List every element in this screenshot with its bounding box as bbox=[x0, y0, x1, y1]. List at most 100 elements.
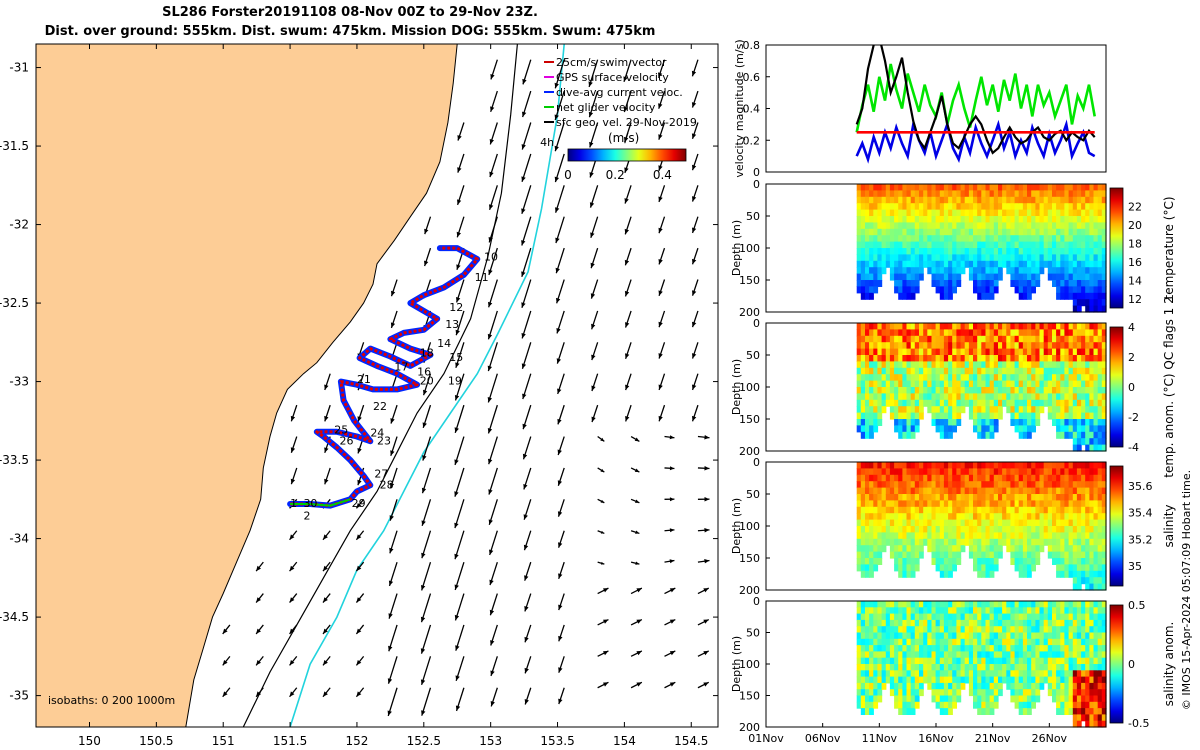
heatmap-cell bbox=[1072, 714, 1078, 722]
heatmap-cell bbox=[1022, 419, 1028, 426]
heatmap-2 bbox=[856, 323, 1107, 452]
heatmap-cell bbox=[931, 545, 937, 553]
arrow-head bbox=[454, 427, 459, 433]
heatmap-cell bbox=[1043, 190, 1049, 198]
heatmap-cell bbox=[919, 632, 924, 640]
heatmap-cell bbox=[935, 626, 941, 634]
heatmap-cell bbox=[1085, 494, 1090, 501]
heatmap-cell bbox=[1064, 500, 1070, 508]
heatmap-cell bbox=[1035, 260, 1041, 268]
heatmap-cell bbox=[927, 190, 933, 198]
heatmap-cell bbox=[865, 645, 870, 652]
heatmap-cell bbox=[865, 361, 870, 369]
heatmap-cell bbox=[1101, 526, 1107, 533]
heatmap-cell bbox=[906, 412, 912, 420]
heatmap-cell bbox=[952, 222, 957, 230]
heatmap-cell bbox=[939, 273, 945, 281]
y-axis-label: Depth (m) bbox=[730, 359, 743, 415]
heatmap-cell bbox=[1097, 481, 1103, 489]
heatmap-cell bbox=[914, 607, 920, 615]
heatmap-cell bbox=[881, 538, 887, 546]
heatmap-cell bbox=[1039, 626, 1045, 634]
heatmap-cell bbox=[860, 374, 866, 382]
arrow-head bbox=[391, 290, 396, 297]
heatmap-cell bbox=[993, 632, 999, 640]
heatmap-cell bbox=[1039, 462, 1045, 469]
heatmap-cell bbox=[1002, 196, 1007, 204]
heatmap-cell bbox=[902, 393, 908, 401]
heatmap-cell bbox=[1101, 387, 1107, 394]
heatmap-cell bbox=[952, 487, 957, 495]
heatmap-cell bbox=[1031, 494, 1036, 501]
heatmap-cell bbox=[989, 708, 995, 715]
heatmap-cell bbox=[931, 651, 937, 659]
heatmap-cell bbox=[1056, 184, 1061, 191]
heatmap-cell bbox=[1097, 425, 1103, 433]
heatmap-cell bbox=[877, 241, 883, 249]
heatmap-cell bbox=[1052, 374, 1057, 382]
arrow-head bbox=[323, 628, 328, 634]
heatmap-cell bbox=[1010, 280, 1016, 287]
heatmap-cell bbox=[1097, 689, 1103, 697]
heatmap-cell bbox=[1039, 216, 1045, 223]
heatmap-cell bbox=[1043, 500, 1049, 508]
heatmap-cell bbox=[1097, 506, 1103, 514]
heatmap-cell bbox=[956, 468, 962, 476]
heatmap-cell bbox=[1064, 564, 1070, 572]
heatmap-cell bbox=[1002, 393, 1007, 401]
heatmap-cell bbox=[902, 412, 908, 420]
heatmap-cell bbox=[877, 506, 883, 514]
arrow-head bbox=[658, 227, 663, 234]
heatmap-cell bbox=[952, 248, 957, 255]
heatmap-cell bbox=[1031, 558, 1036, 565]
heatmap-cell bbox=[860, 613, 866, 621]
heatmap-cell bbox=[973, 323, 978, 330]
arrow-head bbox=[591, 385, 596, 391]
heatmap-cell bbox=[923, 526, 928, 533]
heatmap-colorbar bbox=[1109, 326, 1124, 448]
heatmap-cell bbox=[881, 494, 887, 501]
heatmap-cell bbox=[914, 203, 920, 211]
heatmap-cell bbox=[939, 280, 945, 287]
heatmap-cell bbox=[919, 399, 924, 407]
heatmap-cell bbox=[1101, 280, 1107, 287]
heatmap-cell bbox=[1047, 626, 1053, 634]
heatmap-cell bbox=[927, 607, 933, 615]
heatmap-cell bbox=[960, 203, 966, 211]
heatmap-cell bbox=[1039, 241, 1045, 249]
heatmap-cell bbox=[1002, 601, 1007, 608]
heatmap-cell bbox=[1068, 380, 1074, 388]
heatmap-cell bbox=[885, 329, 891, 337]
heatmap-cell bbox=[856, 286, 862, 294]
heatmap-cell bbox=[1047, 538, 1053, 546]
heatmap-cell bbox=[1006, 367, 1012, 375]
heatmap-cell bbox=[1014, 184, 1020, 191]
heatmap-cell bbox=[898, 613, 903, 621]
heatmap-cell bbox=[898, 222, 903, 230]
heatmap-cell bbox=[885, 664, 891, 671]
heatmap-cell bbox=[1081, 335, 1086, 343]
heatmap-cell bbox=[1093, 538, 1099, 546]
heatmap-cell bbox=[1002, 519, 1007, 527]
heatmap-cell bbox=[948, 670, 953, 678]
heatmap-cell bbox=[869, 708, 874, 715]
heatmap-cell bbox=[1022, 209, 1028, 217]
heatmap-cell bbox=[998, 670, 1003, 678]
heatmap-cell bbox=[973, 545, 978, 553]
heatmap-cell bbox=[1043, 342, 1049, 350]
heatmap-cell bbox=[910, 670, 916, 678]
heatmap-cell bbox=[910, 292, 916, 300]
heatmap-cell bbox=[993, 184, 999, 191]
heatmap-cell bbox=[1060, 689, 1066, 697]
heatmap-cell bbox=[923, 209, 928, 217]
heatmap-cell bbox=[1093, 209, 1099, 217]
heatmap-cell bbox=[1089, 355, 1095, 362]
heatmap-cell bbox=[889, 254, 895, 262]
heatmap-cell bbox=[1043, 613, 1049, 621]
heatmap-cell bbox=[968, 657, 974, 665]
heatmap-cell bbox=[860, 380, 866, 388]
heatmap-cell bbox=[1022, 216, 1028, 223]
heatmap-cell bbox=[1093, 235, 1099, 243]
arrow-head bbox=[589, 202, 595, 208]
